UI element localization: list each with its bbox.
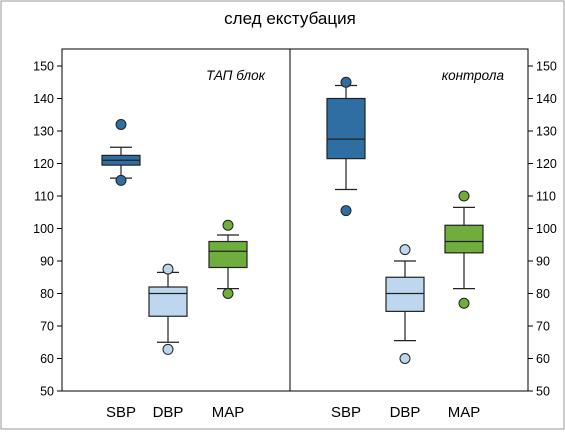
y-tick-label-left: 120 [33, 157, 54, 171]
y-tick-label-left: 140 [33, 92, 54, 106]
y-tick-label-left: 80 [40, 287, 54, 301]
outlier-point [458, 297, 470, 309]
y-tick-label-left: 50 [40, 385, 54, 399]
x-category-label: DBP [153, 404, 184, 421]
outlier-point [222, 219, 234, 231]
y-tick-label-right: 70 [536, 320, 550, 334]
axes-layer: 50 50 60 60 70 70 80 80 90 90 100 100 110 110 120 120 13… [33, 60, 557, 422]
x-category-label: MAP [448, 404, 481, 421]
panel-label-tap: ТАП блок [206, 68, 265, 83]
y-tick-label-left: 110 [34, 190, 54, 204]
x-category-label: SBP [331, 404, 361, 421]
y-tick-label-right: 120 [536, 157, 557, 171]
y-tick-label-left: 60 [40, 352, 54, 366]
box-dbp [385, 276, 425, 312]
y-tick-label-right: 100 [536, 222, 557, 236]
y-tick-label-right: 150 [536, 60, 557, 74]
y-tick-label-left: 90 [40, 255, 54, 269]
y-tick-label-right: 90 [536, 255, 550, 269]
outlier-point [399, 244, 411, 256]
y-tick-label-left: 150 [33, 60, 54, 74]
x-category-label: MAP [212, 404, 245, 421]
plot-frame [61, 48, 529, 392]
box-map [208, 240, 248, 269]
y-tick-label-left: 130 [33, 125, 54, 139]
box-map [444, 224, 484, 254]
marks-layer [101, 76, 484, 364]
y-tick-label-right: 60 [536, 352, 550, 366]
outlier-point [115, 174, 127, 186]
box-sbp [326, 97, 366, 160]
panel-label-control: контрола [442, 68, 505, 83]
y-tick-label-right: 130 [536, 125, 557, 139]
y-tick-label-left: 70 [40, 320, 54, 334]
y-tick-label-left: 100 [33, 222, 54, 236]
outlier-point [340, 205, 352, 217]
outlier-point [162, 343, 174, 355]
outlier-point [340, 76, 352, 88]
y-tick-label-right: 80 [536, 287, 550, 301]
outlier-point [115, 119, 127, 130]
box-dbp [148, 286, 188, 317]
y-tick-label-right: 50 [536, 385, 550, 399]
outlier-point [399, 353, 411, 364]
y-tick-label-right: 140 [536, 92, 557, 106]
chart-title: след екстубация [224, 9, 356, 28]
outlier-point [222, 288, 234, 299]
outlier-point [458, 190, 470, 202]
x-category-label: SBP [106, 404, 136, 421]
y-tick-label-right: 110 [536, 190, 556, 204]
x-category-label: DBP [390, 404, 421, 421]
outlier-point [162, 263, 174, 275]
